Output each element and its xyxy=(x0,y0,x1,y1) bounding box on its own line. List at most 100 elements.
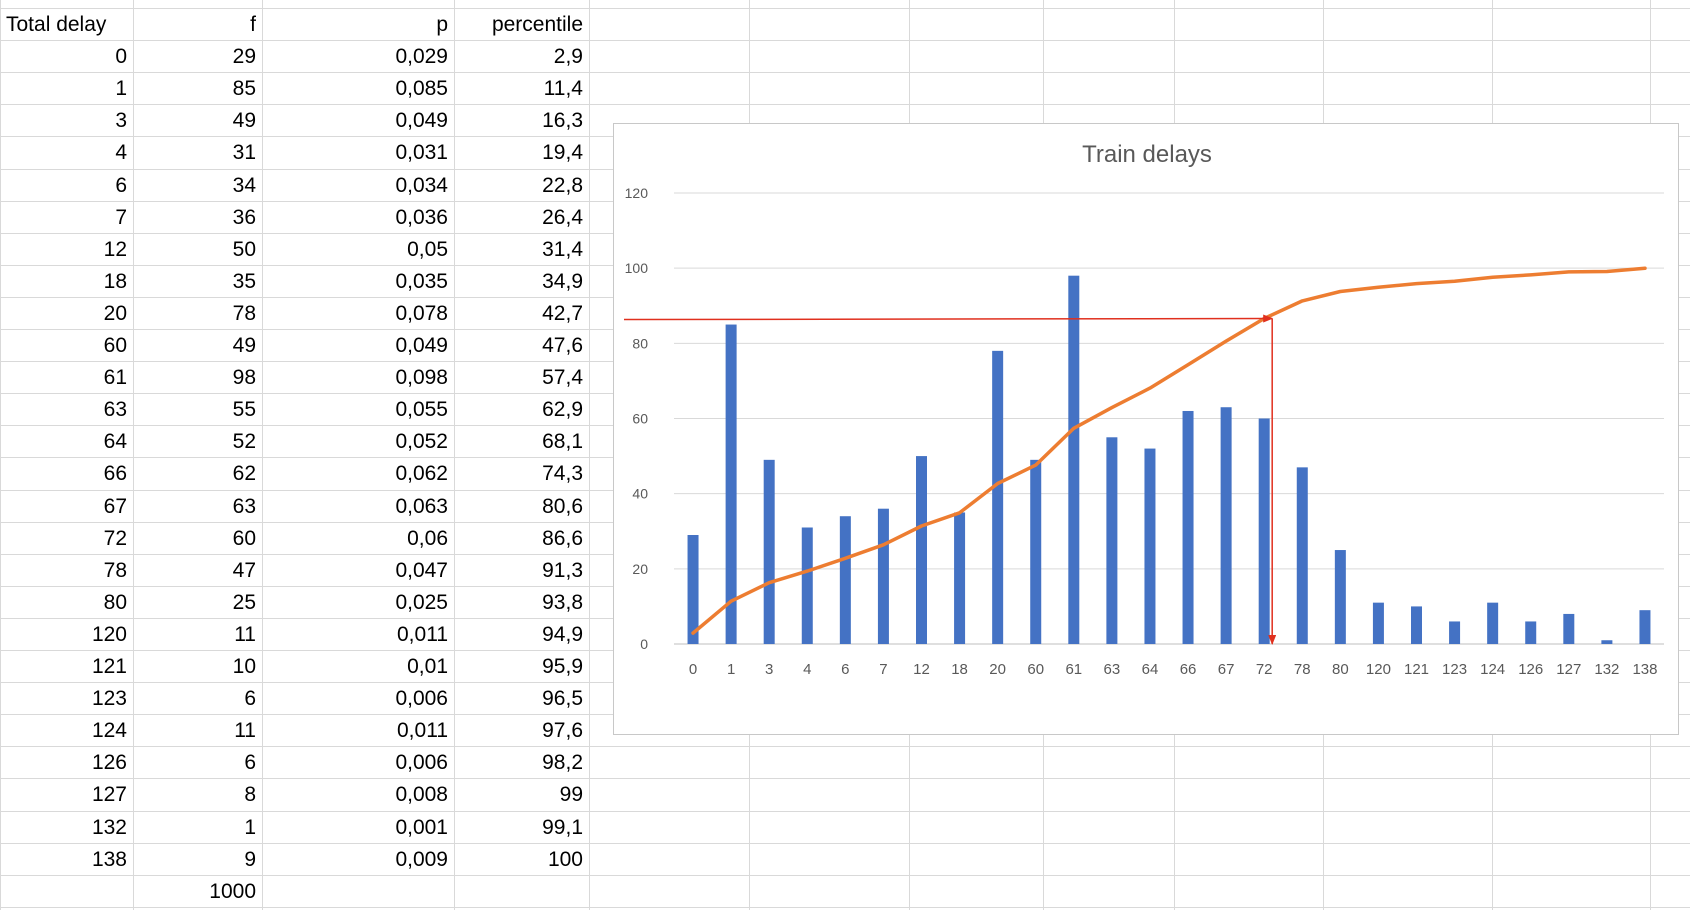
header-total-delay[interactable]: Total delay xyxy=(6,13,107,36)
cell-f[interactable]: 1 xyxy=(244,816,256,839)
cell-p[interactable]: 0,036 xyxy=(395,206,448,229)
cell-p[interactable]: 0,062 xyxy=(395,462,448,485)
cell-percentile[interactable]: 93,8 xyxy=(542,591,583,614)
cell-percentile[interactable]: 96,5 xyxy=(542,687,583,710)
cell-percentile[interactable]: 11,4 xyxy=(543,77,583,100)
cell-p[interactable]: 0,008 xyxy=(395,783,448,806)
cell-total-delay[interactable]: 64 xyxy=(103,430,127,453)
cell-total-delay[interactable]: 66 xyxy=(103,462,127,485)
cell-percentile[interactable]: 100 xyxy=(547,848,583,871)
cell-f[interactable]: 6 xyxy=(244,687,256,710)
cell-total-delay[interactable]: 12 xyxy=(103,238,127,261)
cell-f[interactable]: 60 xyxy=(232,527,256,550)
cell-p[interactable]: 0,006 xyxy=(395,751,448,774)
cell-f[interactable]: 8 xyxy=(244,783,256,806)
cell-percentile[interactable]: 22,8 xyxy=(542,174,583,197)
cell-p[interactable]: 0,011 xyxy=(397,719,448,742)
cell-f[interactable]: 47 xyxy=(232,559,256,582)
cell-f[interactable]: 36 xyxy=(232,206,256,229)
cell-total-delay[interactable]: 60 xyxy=(103,334,127,357)
cell-percentile[interactable]: 86,6 xyxy=(542,527,583,550)
cell-percentile[interactable]: 99 xyxy=(559,783,583,806)
cell-f[interactable]: 98 xyxy=(232,366,256,389)
cell-f[interactable]: 55 xyxy=(232,398,256,421)
cell-total-delay[interactable]: 120 xyxy=(91,623,127,646)
header-p[interactable]: p xyxy=(436,13,448,36)
cell-percentile[interactable]: 19,4 xyxy=(542,141,583,164)
cell-percentile[interactable]: 80,6 xyxy=(542,495,583,518)
cell-total-delay[interactable]: 126 xyxy=(91,751,127,774)
cell-p[interactable]: 0,047 xyxy=(395,559,448,582)
cell-p[interactable]: 0,006 xyxy=(395,687,448,710)
cell-f[interactable]: 35 xyxy=(232,270,256,293)
cell-p[interactable]: 0,025 xyxy=(395,591,448,614)
cell-f[interactable]: 29 xyxy=(232,45,256,68)
chart-object[interactable]: Train delays 0 20 40 60 80 100 120 0 1 3 4 6 7 12 18 2… xyxy=(613,123,1679,735)
cell-f[interactable]: 78 xyxy=(232,302,256,325)
cell-p[interactable]: 0,001 xyxy=(395,816,448,839)
cell-p[interactable]: 0,031 xyxy=(395,141,448,164)
cell-p[interactable]: 0,078 xyxy=(395,302,448,325)
cell-p[interactable]: 0,063 xyxy=(395,495,448,518)
cell-f[interactable]: 50 xyxy=(232,238,256,261)
cell-f[interactable]: 52 xyxy=(232,430,256,453)
cell-p[interactable]: 0,011 xyxy=(397,623,448,646)
cell-percentile[interactable]: 42,7 xyxy=(542,302,583,325)
cell-total-delay[interactable]: 123 xyxy=(91,687,127,710)
cell-total-delay[interactable]: 132 xyxy=(91,816,127,839)
cell-f[interactable]: 9 xyxy=(244,848,256,871)
cell-p[interactable]: 0,049 xyxy=(395,109,448,132)
cell-p[interactable]: 0,085 xyxy=(395,77,448,100)
cell-f[interactable]: 10 xyxy=(232,655,256,678)
cell-percentile[interactable]: 31,4 xyxy=(542,238,583,261)
cell-total-delay[interactable]: 18 xyxy=(103,270,127,293)
cell-p[interactable]: 0,098 xyxy=(395,366,448,389)
cell-percentile[interactable]: 97,6 xyxy=(542,719,583,742)
cell-total-delay[interactable]: 61 xyxy=(103,366,127,389)
cell-percentile[interactable]: 91,3 xyxy=(542,559,583,582)
cell-total-f[interactable]: 1000 xyxy=(209,880,256,903)
cell-total-delay[interactable]: 3 xyxy=(115,109,127,132)
cell-percentile[interactable]: 2,9 xyxy=(553,45,583,68)
cell-total-delay[interactable]: 4 xyxy=(115,141,127,164)
cell-f[interactable]: 85 xyxy=(232,77,256,100)
cell-percentile[interactable]: 26,4 xyxy=(542,206,583,229)
cell-f[interactable]: 34 xyxy=(232,174,256,197)
cell-percentile[interactable]: 68,1 xyxy=(542,430,583,453)
cell-p[interactable]: 0,034 xyxy=(395,174,448,197)
cell-total-delay[interactable]: 124 xyxy=(91,719,127,742)
cell-f[interactable]: 49 xyxy=(232,334,256,357)
cell-percentile[interactable]: 16,3 xyxy=(542,109,583,132)
cell-total-delay[interactable]: 121 xyxy=(91,655,127,678)
cell-p[interactable]: 0,029 xyxy=(395,45,448,68)
cell-total-delay[interactable]: 7 xyxy=(115,206,127,229)
cell-total-delay[interactable]: 0 xyxy=(115,45,127,68)
cell-percentile[interactable]: 99,1 xyxy=(542,816,583,839)
cell-p[interactable]: 0,052 xyxy=(395,430,448,453)
cell-p[interactable]: 0,05 xyxy=(407,238,448,261)
cell-f[interactable]: 11 xyxy=(234,623,256,646)
cell-p[interactable]: 0,049 xyxy=(395,334,448,357)
cell-p[interactable]: 0,06 xyxy=(407,527,448,550)
cell-percentile[interactable]: 34,9 xyxy=(542,270,583,293)
cell-percentile[interactable]: 62,9 xyxy=(542,398,583,421)
cell-total-delay[interactable]: 20 xyxy=(103,302,127,325)
cell-p[interactable]: 0,01 xyxy=(407,655,448,678)
cell-total-delay[interactable]: 72 xyxy=(103,527,127,550)
cell-f[interactable]: 62 xyxy=(232,462,256,485)
cell-f[interactable]: 63 xyxy=(232,495,256,518)
header-f[interactable]: f xyxy=(250,13,256,36)
cell-f[interactable]: 6 xyxy=(244,751,256,774)
cell-total-delay[interactable]: 138 xyxy=(91,848,127,871)
cell-total-delay[interactable]: 1 xyxy=(115,77,127,100)
cell-total-delay[interactable]: 80 xyxy=(103,591,127,614)
cell-percentile[interactable]: 74,3 xyxy=(542,462,583,485)
header-percentile[interactable]: percentile xyxy=(491,13,583,36)
cell-total-delay[interactable]: 127 xyxy=(91,783,127,806)
cell-percentile[interactable]: 47,6 xyxy=(542,334,583,357)
cell-percentile[interactable]: 95,9 xyxy=(542,655,583,678)
cell-percentile[interactable]: 94,9 xyxy=(542,623,583,646)
cell-total-delay[interactable]: 78 xyxy=(103,559,127,582)
cell-f[interactable]: 31 xyxy=(232,141,256,164)
cell-percentile[interactable]: 98,2 xyxy=(542,751,583,774)
